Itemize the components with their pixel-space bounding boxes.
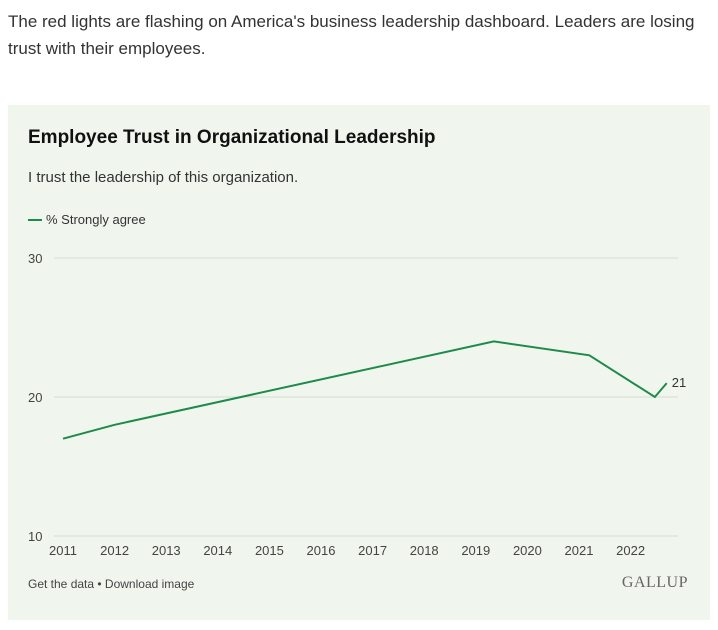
series-line — [62, 340, 668, 440]
x-tick-label: 2021 — [565, 543, 594, 558]
x-tick-label: 2022 — [616, 543, 645, 558]
x-tick-label: 2012 — [100, 543, 129, 558]
x-tick-label: 2015 — [255, 543, 284, 558]
legend-label: % Strongly agree — [46, 212, 146, 227]
chart-subtitle: I trust the leadership of this organizat… — [28, 169, 299, 186]
legend: % Strongly agree — [28, 212, 146, 227]
chart-card: Employee Trust in Organizational Leaders… — [8, 105, 710, 620]
x-tick-label: 2019 — [461, 543, 490, 558]
footer-links: Get the data • Download image — [28, 577, 194, 591]
chart-title: Employee Trust in Organizational Leaders… — [28, 127, 436, 148]
x-tick-label: 2017 — [358, 543, 387, 558]
x-tick-label: 2013 — [152, 543, 181, 558]
chart-svg: 10 20 30 2011 2012 2013 2014 2015 2016 2017 2018 20… — [28, 251, 686, 558]
x-tick-label: 2014 — [203, 543, 232, 558]
x-tick-label: 2020 — [513, 543, 542, 558]
end-data-label: 21 — [672, 375, 686, 390]
separator: • — [94, 577, 105, 591]
y-tick-label: 30 — [28, 251, 42, 266]
get-data-link[interactable]: Get the data — [28, 577, 95, 591]
y-tick-label: 20 — [28, 390, 42, 405]
gallup-logo: GALLUP — [621, 574, 688, 591]
x-tick-label: 2016 — [307, 543, 336, 558]
download-image-link[interactable]: Download image — [104, 577, 195, 591]
y-tick-label: 10 — [28, 529, 42, 544]
x-tick-label: 2011 — [49, 543, 77, 558]
x-tick-label: 2018 — [410, 543, 439, 558]
intro-text: The red lights are flashing on America's… — [8, 12, 695, 58]
legend-swatch — [28, 218, 42, 221]
